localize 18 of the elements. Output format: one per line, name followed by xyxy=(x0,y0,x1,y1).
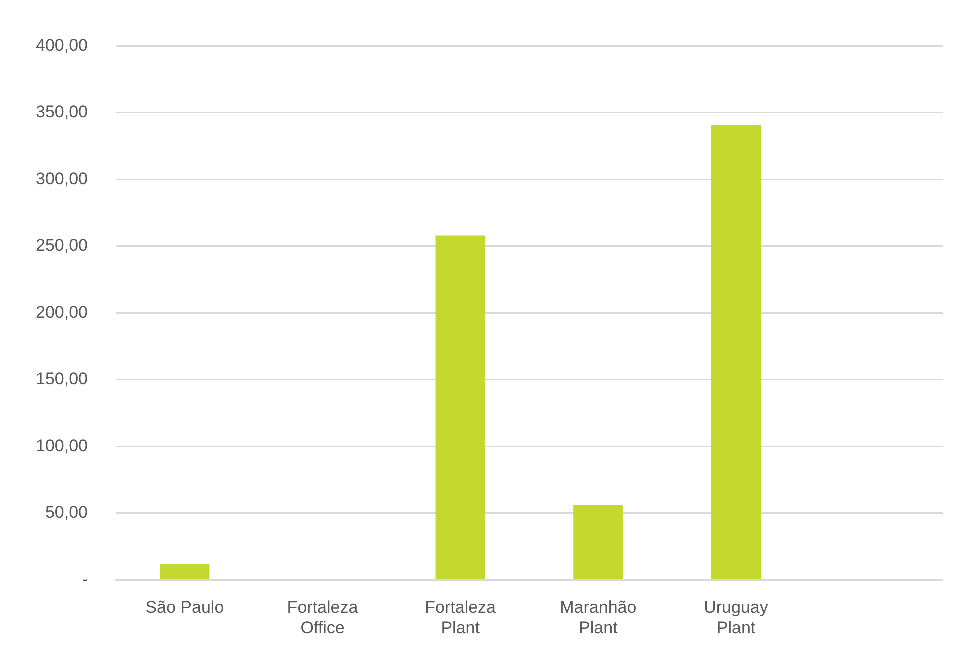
y-tick-label: 200,00 xyxy=(36,302,88,322)
y-tick-label: 150,00 xyxy=(36,370,88,389)
bar xyxy=(574,505,624,580)
x-tick-label: Fortaleza Plant xyxy=(425,598,497,638)
y-tick-label: 100,00 xyxy=(36,436,88,456)
y-tick-label: 250,00 xyxy=(36,236,88,256)
y-tick-label: 50,00 xyxy=(45,503,88,522)
x-tick-label: Uruguay Plant xyxy=(704,598,769,638)
y-tick-label: - xyxy=(82,570,88,589)
y-tick-label: 350,00 xyxy=(36,102,88,122)
y-tick-label: 300,00 xyxy=(36,169,88,188)
bar xyxy=(711,124,762,580)
bar xyxy=(436,236,486,580)
x-tick-label: Fortaleza Office xyxy=(287,598,359,638)
bar xyxy=(160,564,210,580)
x-tick-label: Maranhão Plant xyxy=(560,598,637,638)
y-tick-label: 400,00 xyxy=(36,36,88,55)
x-tick-label: São Paulo xyxy=(146,598,224,618)
